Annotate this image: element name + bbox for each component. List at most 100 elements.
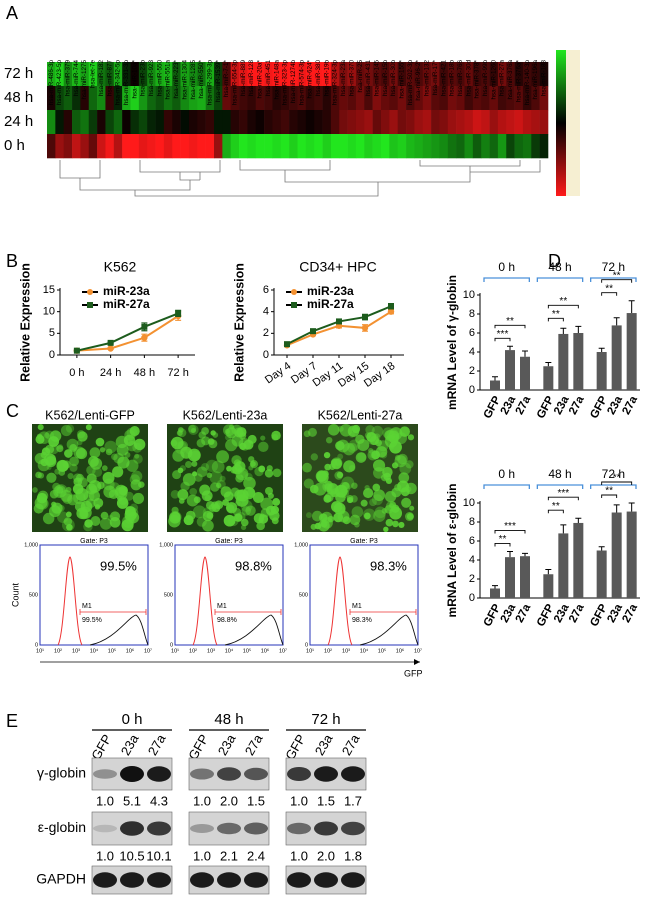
band [93,824,117,833]
legend-label: miR-23a [103,284,150,298]
column-label: hsa-miR-766 [457,60,464,97]
y-tick-label: 6 [469,535,475,547]
marker [141,323,148,330]
heatmap-cell [439,62,449,87]
colorbar-background [566,50,580,196]
y-tick-label: 0 [263,349,269,361]
column-label: hsa-miR-624* [307,59,314,98]
cell [224,429,230,435]
legend-marker [291,289,297,295]
cell [372,459,386,472]
band [244,822,268,835]
histogram-frame [309,544,419,646]
cell [399,462,412,475]
cell [102,471,115,484]
heatmap-cell [305,86,315,111]
cell [80,500,93,513]
cell [126,440,138,452]
bar [596,550,607,598]
y-axis-label: Relative Expression [232,263,246,382]
heatmap-cell [230,134,240,159]
y-axis-label: mRNA Level of γ-globin [445,275,459,410]
cell [364,432,372,439]
cell [73,477,83,487]
heatmap-cell [172,86,181,111]
heatmap-cell [289,62,298,87]
heatmap-cell [431,134,440,159]
band [120,766,144,782]
heatmap-cell [264,134,273,159]
cell [349,514,361,526]
cell [247,434,257,444]
column-label: hsa-miR-19b [323,60,330,97]
panel-label: B [6,251,18,271]
heatmap-cell [305,62,315,87]
cell [369,435,380,446]
cell [317,519,330,532]
cell [130,479,142,491]
cell [240,518,249,527]
cell [325,436,333,444]
x-tick-label: 10⁷ [144,647,152,654]
heatmap-cell [113,86,123,111]
heatmap-cell [138,110,148,135]
heatmap-cell [80,86,90,111]
band [217,872,241,888]
cell [252,492,264,503]
column-label: hsa-miR-889 [240,60,247,97]
heatmap-cell [439,110,449,135]
heatmap-cell [305,110,315,135]
x-tick-label: 23a [552,394,572,417]
cell [201,490,213,502]
x-tick-label: 10⁴ [360,647,369,654]
heatmap-cell [314,134,323,159]
sig-label: *** [497,329,509,340]
column-label: hsa-miR-223* [173,59,180,98]
heatmap-cell [364,134,373,159]
cell [86,483,97,495]
cell [170,511,181,522]
quant-label: 1.0 [290,848,308,863]
error-bar [613,504,620,513]
x-tick-label: 48 h [134,367,155,379]
sig-label: ** [506,316,514,327]
y-tick-label: 0 [305,642,308,648]
heatmap-cell [88,62,98,87]
x-tick-label: 27a [567,394,587,417]
error-bar [613,317,620,326]
bar [611,512,622,598]
heatmap-cell [514,110,524,135]
x-tick-label: 10² [189,648,197,654]
heatmap-cell [155,86,165,111]
cell [46,472,57,483]
heatmap-cell [280,86,290,111]
control-curve [57,556,83,646]
y-tick-label: 4 [263,306,269,318]
column-label: hsa-miR-128 [248,60,255,97]
heatmap-cell [80,134,90,159]
cell [226,504,235,513]
row-label: 72 h [4,65,33,82]
heatmap-cell [130,134,140,159]
heatmap-cell [80,62,90,87]
column-label: hsa-miR-574-3p [298,60,305,106]
panel-label: E [6,711,18,731]
heatmap-cell [406,62,415,87]
panel-label: C [6,401,19,421]
error-bar [628,300,635,314]
x-tick-label: 10³ [207,648,215,654]
row-label: 48 h [4,89,33,106]
cell [392,520,399,528]
cell [177,428,187,438]
heatmap-cell [130,110,140,135]
heatmap-cell [489,62,499,87]
heatmap-cell [289,134,298,159]
heatmap-cell [481,134,490,159]
sig-bracket [494,530,526,534]
group-label: 72 h [602,260,625,274]
x-tick-label: 10³ [342,648,350,654]
heatmap-cell [339,134,348,159]
cell [407,434,415,441]
heatmap-cell [280,134,290,159]
